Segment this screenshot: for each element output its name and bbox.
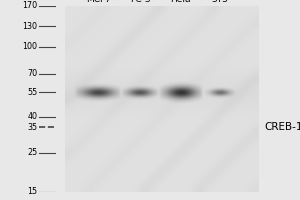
- Text: 3T3: 3T3: [211, 0, 228, 4]
- Text: 35: 35: [27, 123, 38, 132]
- Text: 55: 55: [27, 88, 38, 97]
- Text: 130: 130: [22, 22, 38, 31]
- Text: 70: 70: [27, 69, 38, 78]
- Text: 15: 15: [27, 187, 38, 196]
- Text: CREB-1: CREB-1: [264, 122, 300, 132]
- Text: PC-3: PC-3: [130, 0, 150, 4]
- Text: 40: 40: [27, 112, 38, 121]
- Text: 25: 25: [27, 148, 38, 157]
- Text: 170: 170: [22, 1, 38, 10]
- Text: MCF7: MCF7: [86, 0, 111, 4]
- Text: 100: 100: [22, 42, 38, 51]
- Text: Hela: Hela: [170, 0, 191, 4]
